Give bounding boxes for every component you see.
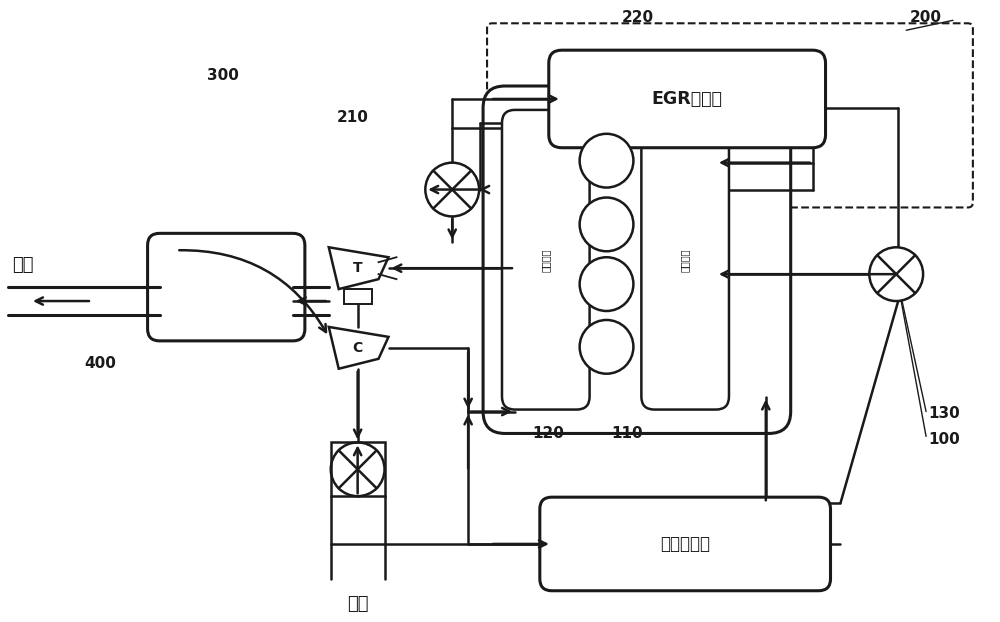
Polygon shape: [329, 248, 389, 289]
Circle shape: [425, 163, 479, 216]
Text: T: T: [353, 261, 362, 275]
Text: 300: 300: [207, 68, 239, 83]
FancyBboxPatch shape: [549, 50, 826, 148]
Text: EGR冷却器: EGR冷却器: [652, 90, 723, 108]
Text: 120: 120: [532, 426, 564, 441]
Text: 400: 400: [84, 356, 116, 371]
Bar: [344, 289, 372, 304]
Circle shape: [580, 258, 633, 311]
FancyBboxPatch shape: [148, 233, 305, 341]
FancyBboxPatch shape: [641, 110, 729, 409]
Bar: [331, 442, 385, 496]
Polygon shape: [329, 327, 389, 369]
Text: 130: 130: [928, 406, 960, 421]
Circle shape: [580, 198, 633, 251]
Text: 200: 200: [910, 10, 942, 25]
Text: 排气歧管: 排气歧管: [541, 248, 551, 272]
Text: 进气歧管: 进气歧管: [680, 248, 690, 272]
Text: 220: 220: [621, 10, 653, 25]
Text: 100: 100: [928, 432, 960, 447]
FancyBboxPatch shape: [502, 110, 590, 409]
FancyBboxPatch shape: [483, 86, 791, 434]
Circle shape: [331, 442, 385, 496]
Text: 210: 210: [337, 110, 369, 126]
Circle shape: [869, 248, 923, 301]
Text: C: C: [353, 341, 363, 355]
FancyBboxPatch shape: [540, 497, 831, 591]
Text: 110: 110: [612, 426, 643, 441]
Text: 中间冷却器: 中间冷却器: [660, 535, 710, 553]
Text: 进气: 进气: [347, 595, 368, 613]
Text: 废气: 废气: [12, 256, 34, 274]
Circle shape: [580, 320, 633, 374]
Circle shape: [580, 134, 633, 188]
